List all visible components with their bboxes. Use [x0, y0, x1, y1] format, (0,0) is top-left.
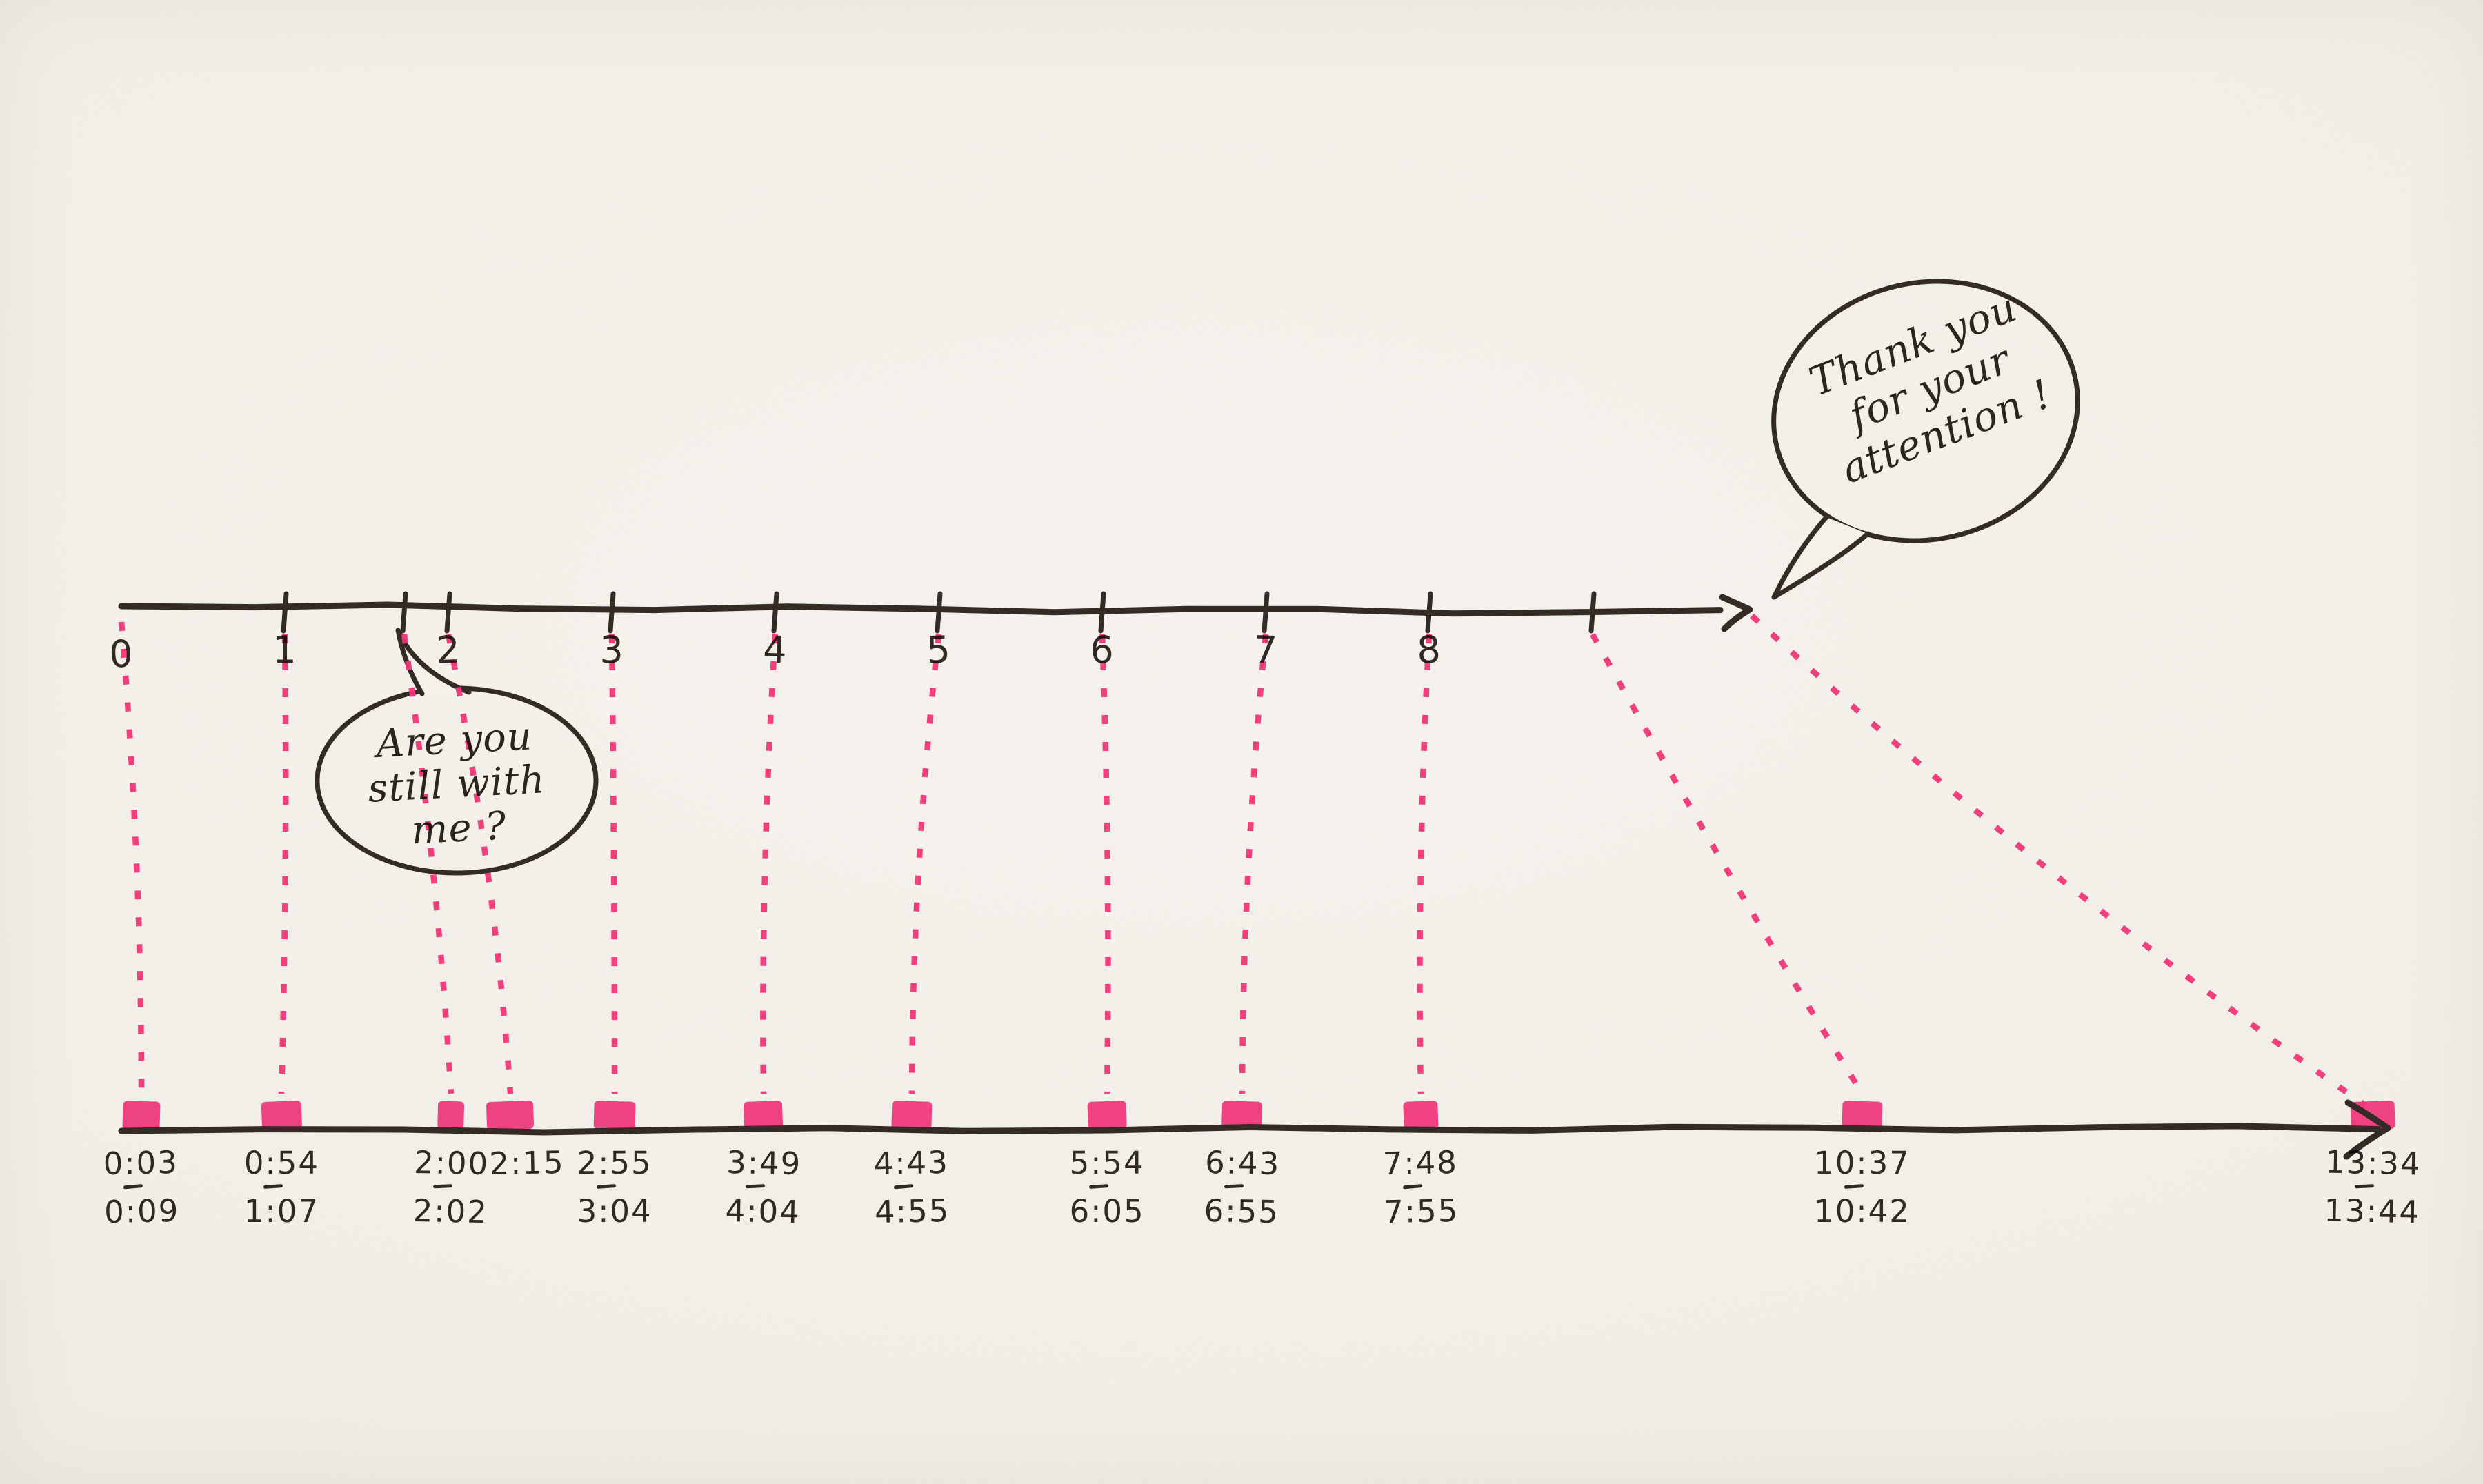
top-axis-tick-label: 6: [1090, 628, 1115, 672]
tick-mark: [771, 591, 779, 634]
stamp-end-time: 7:55: [1383, 1192, 1459, 1231]
stamp-range-dash: [432, 1184, 452, 1189]
time-stamp-label: 7:48 7:55: [1351, 1143, 1490, 1231]
tick-mark: [400, 591, 408, 634]
thanks-speech-bubble: [1771, 279, 2080, 543]
marker-blob: [261, 1101, 302, 1130]
top-axis-tick-label: 4: [762, 628, 788, 672]
bottom-axis-line: [118, 1123, 2382, 1136]
bottom-axis-arrowhead: [2343, 1099, 2391, 1160]
stamp-range-dash: [1844, 1184, 1864, 1190]
stamp-range-dash: [745, 1184, 765, 1189]
tick-mark: [1588, 591, 1597, 634]
top-axis-tick-label: 3: [599, 628, 624, 672]
tick-mark: [1098, 591, 1106, 634]
top-axis-tick-label: 2: [435, 628, 461, 672]
stamp-end-time: 3:04: [577, 1193, 652, 1230]
time-stamp-label: 3:49 4:04: [693, 1143, 832, 1231]
tick-mark: [608, 591, 616, 634]
stamp-start-time: 6:43: [1204, 1143, 1281, 1183]
time-stamp-label: 10:37 10:42: [1793, 1147, 1931, 1228]
stamp-end-time: 1:07: [243, 1193, 319, 1230]
stamp-end-time: 4:55: [874, 1192, 950, 1231]
marker-blob: [486, 1101, 535, 1130]
connector-dotted-line: [1750, 613, 2366, 1107]
stamp-end-time: 2:02: [412, 1192, 489, 1231]
connector-lines: [118, 613, 2366, 1107]
marker-blob: [1087, 1101, 1127, 1130]
stamp-range-dash: [1402, 1184, 1423, 1190]
stamp-range-dash: [1088, 1184, 1109, 1190]
stamp-end-time: 10:42: [1814, 1193, 1911, 1230]
marker-blob: [593, 1101, 636, 1130]
stamp-start-time: 13:34: [2324, 1143, 2422, 1183]
tick-mark: [281, 591, 289, 634]
top-axis-tick-label: 0: [108, 632, 134, 676]
stamp-start-time: 0:03: [103, 1143, 179, 1183]
stamp-range-dash: [596, 1184, 617, 1190]
thanks-speech-bubble-text: Thank you for your attention !: [1744, 261, 2115, 515]
time-stamp-label: 0:03 0:09: [72, 1143, 211, 1231]
stamp-range-dash: [893, 1184, 914, 1190]
stamp-range-dash: [2354, 1184, 2375, 1189]
stamp-start-time: 4:43: [873, 1143, 950, 1183]
tick-mark: [935, 591, 943, 634]
time-stamp-label: 4:43 4:55: [842, 1143, 981, 1231]
top-axis-tick-label: 8: [1416, 628, 1442, 672]
stamp-end-time: 0:09: [103, 1192, 180, 1231]
stamp-range-dash: [263, 1184, 283, 1190]
stamp-end-time: 4:04: [724, 1192, 801, 1231]
time-stamp-label: 5:54 6:05: [1038, 1147, 1176, 1228]
time-stamp-label: 2:55 3:04: [546, 1147, 684, 1228]
time-stamp-label: 13:34 13:44: [2303, 1143, 2442, 1231]
stamp-range-dash: [1224, 1184, 1244, 1189]
top-axis-arrowhead: [1719, 594, 1753, 632]
stamp-end-time: 6:05: [1069, 1193, 1145, 1230]
time-stamp-label: 0:54 1:07: [212, 1147, 350, 1228]
marker-blob: [744, 1101, 784, 1130]
stamp-range-dash: [123, 1184, 143, 1190]
tick-mark: [1262, 591, 1270, 634]
marker-blob: [1403, 1101, 1439, 1130]
top-axis-tick-label: 5: [926, 628, 952, 672]
stamp-start-time: 7:48: [1382, 1143, 1459, 1183]
top-axis-line: [118, 601, 1724, 617]
stamp-start-time: 3:49: [726, 1143, 802, 1183]
thanks-bubble-tail: [1771, 514, 1871, 600]
top-axis-tick-label: 1: [272, 628, 297, 672]
marker-blob: [1842, 1101, 1883, 1130]
marker-blob: [437, 1101, 465, 1130]
stamp-start-time: 2:55: [577, 1145, 652, 1181]
stamp-end-time: 13:44: [2323, 1192, 2421, 1231]
stamp-start-time: 0:54: [243, 1145, 319, 1181]
stamp-end-time: 6:55: [1203, 1192, 1279, 1231]
tick-mark: [1425, 591, 1433, 634]
tick-mark: [444, 591, 452, 634]
question-speech-bubble-text: Are you still with me ?: [308, 711, 604, 858]
time-stamp-label: 6:43 6:55: [1172, 1143, 1311, 1231]
marker-blob: [1221, 1101, 1262, 1130]
connector-dotted-line: [118, 621, 145, 1094]
marker-blob: [891, 1101, 933, 1130]
question-bubble-tail: [395, 628, 472, 696]
stamp-start-time: 5:54: [1069, 1145, 1145, 1181]
marker-blob: [122, 1101, 161, 1130]
top-axis-tick-label: 7: [1253, 628, 1279, 672]
stamp-start-time: 10:37: [1814, 1145, 1911, 1181]
